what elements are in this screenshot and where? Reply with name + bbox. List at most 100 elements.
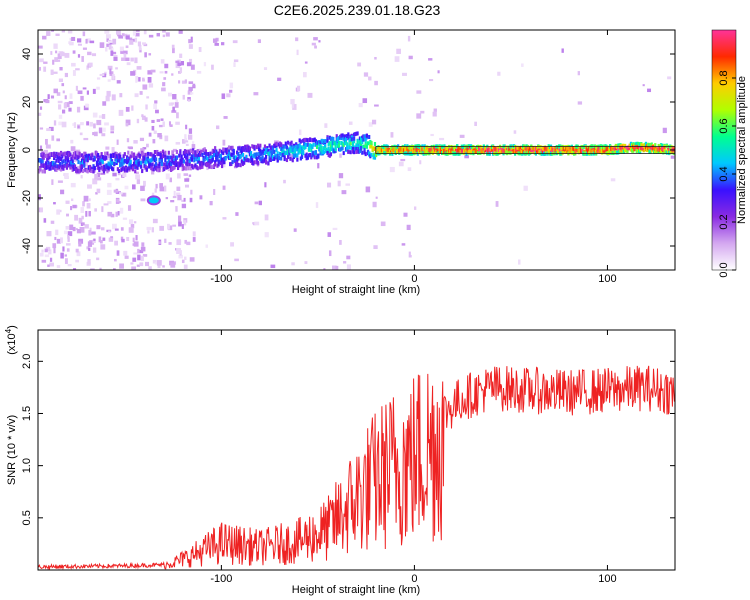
spectrogram-ridge-cell [234,155,238,160]
spectrogram-ridge-cell [201,161,204,166]
spectrogram-ridge-cell [405,145,408,150]
spectrogram-ridge-cell [219,157,223,162]
spectrogram-ridge-cell [570,150,573,155]
spectrogram-noise-cell [177,62,182,66]
spectrogram-ridge-cell [170,165,173,170]
spectrogram-ridge-cell [578,149,582,154]
spectrogram-ridge-cell [55,158,58,163]
spectrogram-ridge-cell [335,134,338,139]
spectrogram-ridge-cell [668,147,671,152]
spectrogram-ridge-cell [75,166,78,171]
spectrogram-ridge-cell [536,148,539,153]
spectrogram-ridge-cell [91,169,94,174]
spectrogram-noise-cell [152,259,157,264]
spectrogram-ridge-cell [260,157,263,162]
spectrogram-ridge-cell [605,150,608,155]
spectrogram-ridge-cell [63,151,66,156]
spectrogram-ridge-cell [303,137,306,142]
spectrogram-ridge-cell [309,138,312,143]
spectrogram-ridge-cell [90,156,93,161]
spectrogram-ridge-cell [102,165,106,170]
spectrogram-ridge-cell [211,155,214,160]
spectrogram-ridge-cell [561,146,564,151]
spectrogram-ridge-cell [233,158,236,163]
spectrogram-ridge-cell [50,161,53,166]
spectrogram-ridge-cell [519,146,523,151]
spectrogram-ridge-cell [249,156,253,161]
spectrogram-noise-cell [106,37,109,42]
spectrogram-noise-cell [119,46,124,52]
spectrogram-noise-cell [398,161,404,167]
spectrogram-ridge-cell [548,145,551,150]
spectrogram-noise-cell [185,124,188,130]
spectrogram-ridge-cell [595,145,598,150]
spectrogram-noise-cell [190,92,194,95]
spectrogram-ridge-cell [429,149,432,154]
spectrogram-ridge-cell [635,144,638,149]
spectrogram-ridge-cell [329,152,333,157]
spectrogram-noise-cell [187,134,193,140]
spectrogram-ridge-cell [520,146,524,151]
spectrogram-noise-cell [76,251,81,257]
spectrogram-noise-cell [82,47,87,50]
spectrogram-ridge-cell [282,148,285,153]
spectrogram-ridge-cell [105,167,108,172]
spectrogram-ridge-cell [524,149,527,154]
spectrogram-noise-cell [419,160,422,165]
spectrogram-ridge-cell [640,145,643,150]
spectrogram-noise-cell [98,236,102,243]
spectrogram-noise-cell [235,212,239,216]
spectrogram-ridge-cell [281,146,284,151]
spectrogram-ridge-cell [69,152,72,157]
spectrogram-noise-cell [130,224,135,229]
colorbar-label: Normalized spectral amplitude [736,76,748,224]
spectrogram-ridge-cell [356,131,359,136]
spectrogram-ridge-cell [231,153,234,158]
spectrogram-noise-cell [332,227,338,231]
spectrogram-ridge-cell [237,152,240,157]
spectrogram-ridge-cell [507,145,510,150]
spectrogram-ridge-cell [533,146,536,151]
spectrogram-ridge-cell [446,150,450,155]
spectrogram-ridge-cell [498,144,502,149]
spectrogram-ridge-cell [428,150,431,155]
spectrogram-noise-cell [86,65,89,70]
spectrogram-ridge-cell [619,145,622,150]
spectrogram-ridge-cell [159,152,162,157]
spectrogram-ridge-cell [505,148,509,153]
spectrogram-ridge-cell [622,147,626,152]
spectrogram-ridge-cell [460,148,463,153]
spectrogram-ridge-cell [261,159,264,164]
spectrogram-ridge-cell [402,146,406,151]
spectrogram-ridge-cell [230,161,233,166]
spectrogram-ridge-cell [227,145,231,150]
spectrogram-ridge-cell [104,156,107,161]
spectrogram-ridge-cell [219,153,223,158]
spectrogram-noise-cell [86,246,90,250]
spectrogram-noise-cell [229,82,234,89]
spectrogram-noise-cell [70,146,76,152]
spectrogram-ridge-cell [181,159,184,164]
spectrogram-ridge-cell [472,144,475,149]
spectrogram-noise-cell [116,250,120,256]
spectrogram-ridge-cell [405,148,408,153]
spectrogram-ridge-cell [479,147,482,152]
spectrogram-ridge-cell [334,147,337,152]
snr-x-label: Height of straight line (km) [292,584,420,596]
spectrogram-noise-cell [165,173,170,180]
spectrogram-noise-cell [52,59,55,65]
spectrogram-ridge-cell [331,146,334,151]
spectrogram-ridge-cell [292,145,295,150]
spectrogram-noise-cell [104,122,109,126]
spectrogram-ridge-cell [280,146,283,151]
spectrogram-noise-cell [152,139,156,144]
spectrogram-noise-cell [252,222,256,225]
spectrogram-ridge-cell [176,166,180,171]
spectrogram-ridge-cell [545,149,548,154]
spectrogram-ridge-cell [373,141,377,146]
spectrogram-noise-cell [134,37,138,43]
spectrogram-ridge-cell [516,147,519,152]
spectrogram-ridge-cell [456,148,459,153]
spectrogram-ridge-cell [343,138,346,143]
spectrogram-noise-cell [133,221,137,224]
